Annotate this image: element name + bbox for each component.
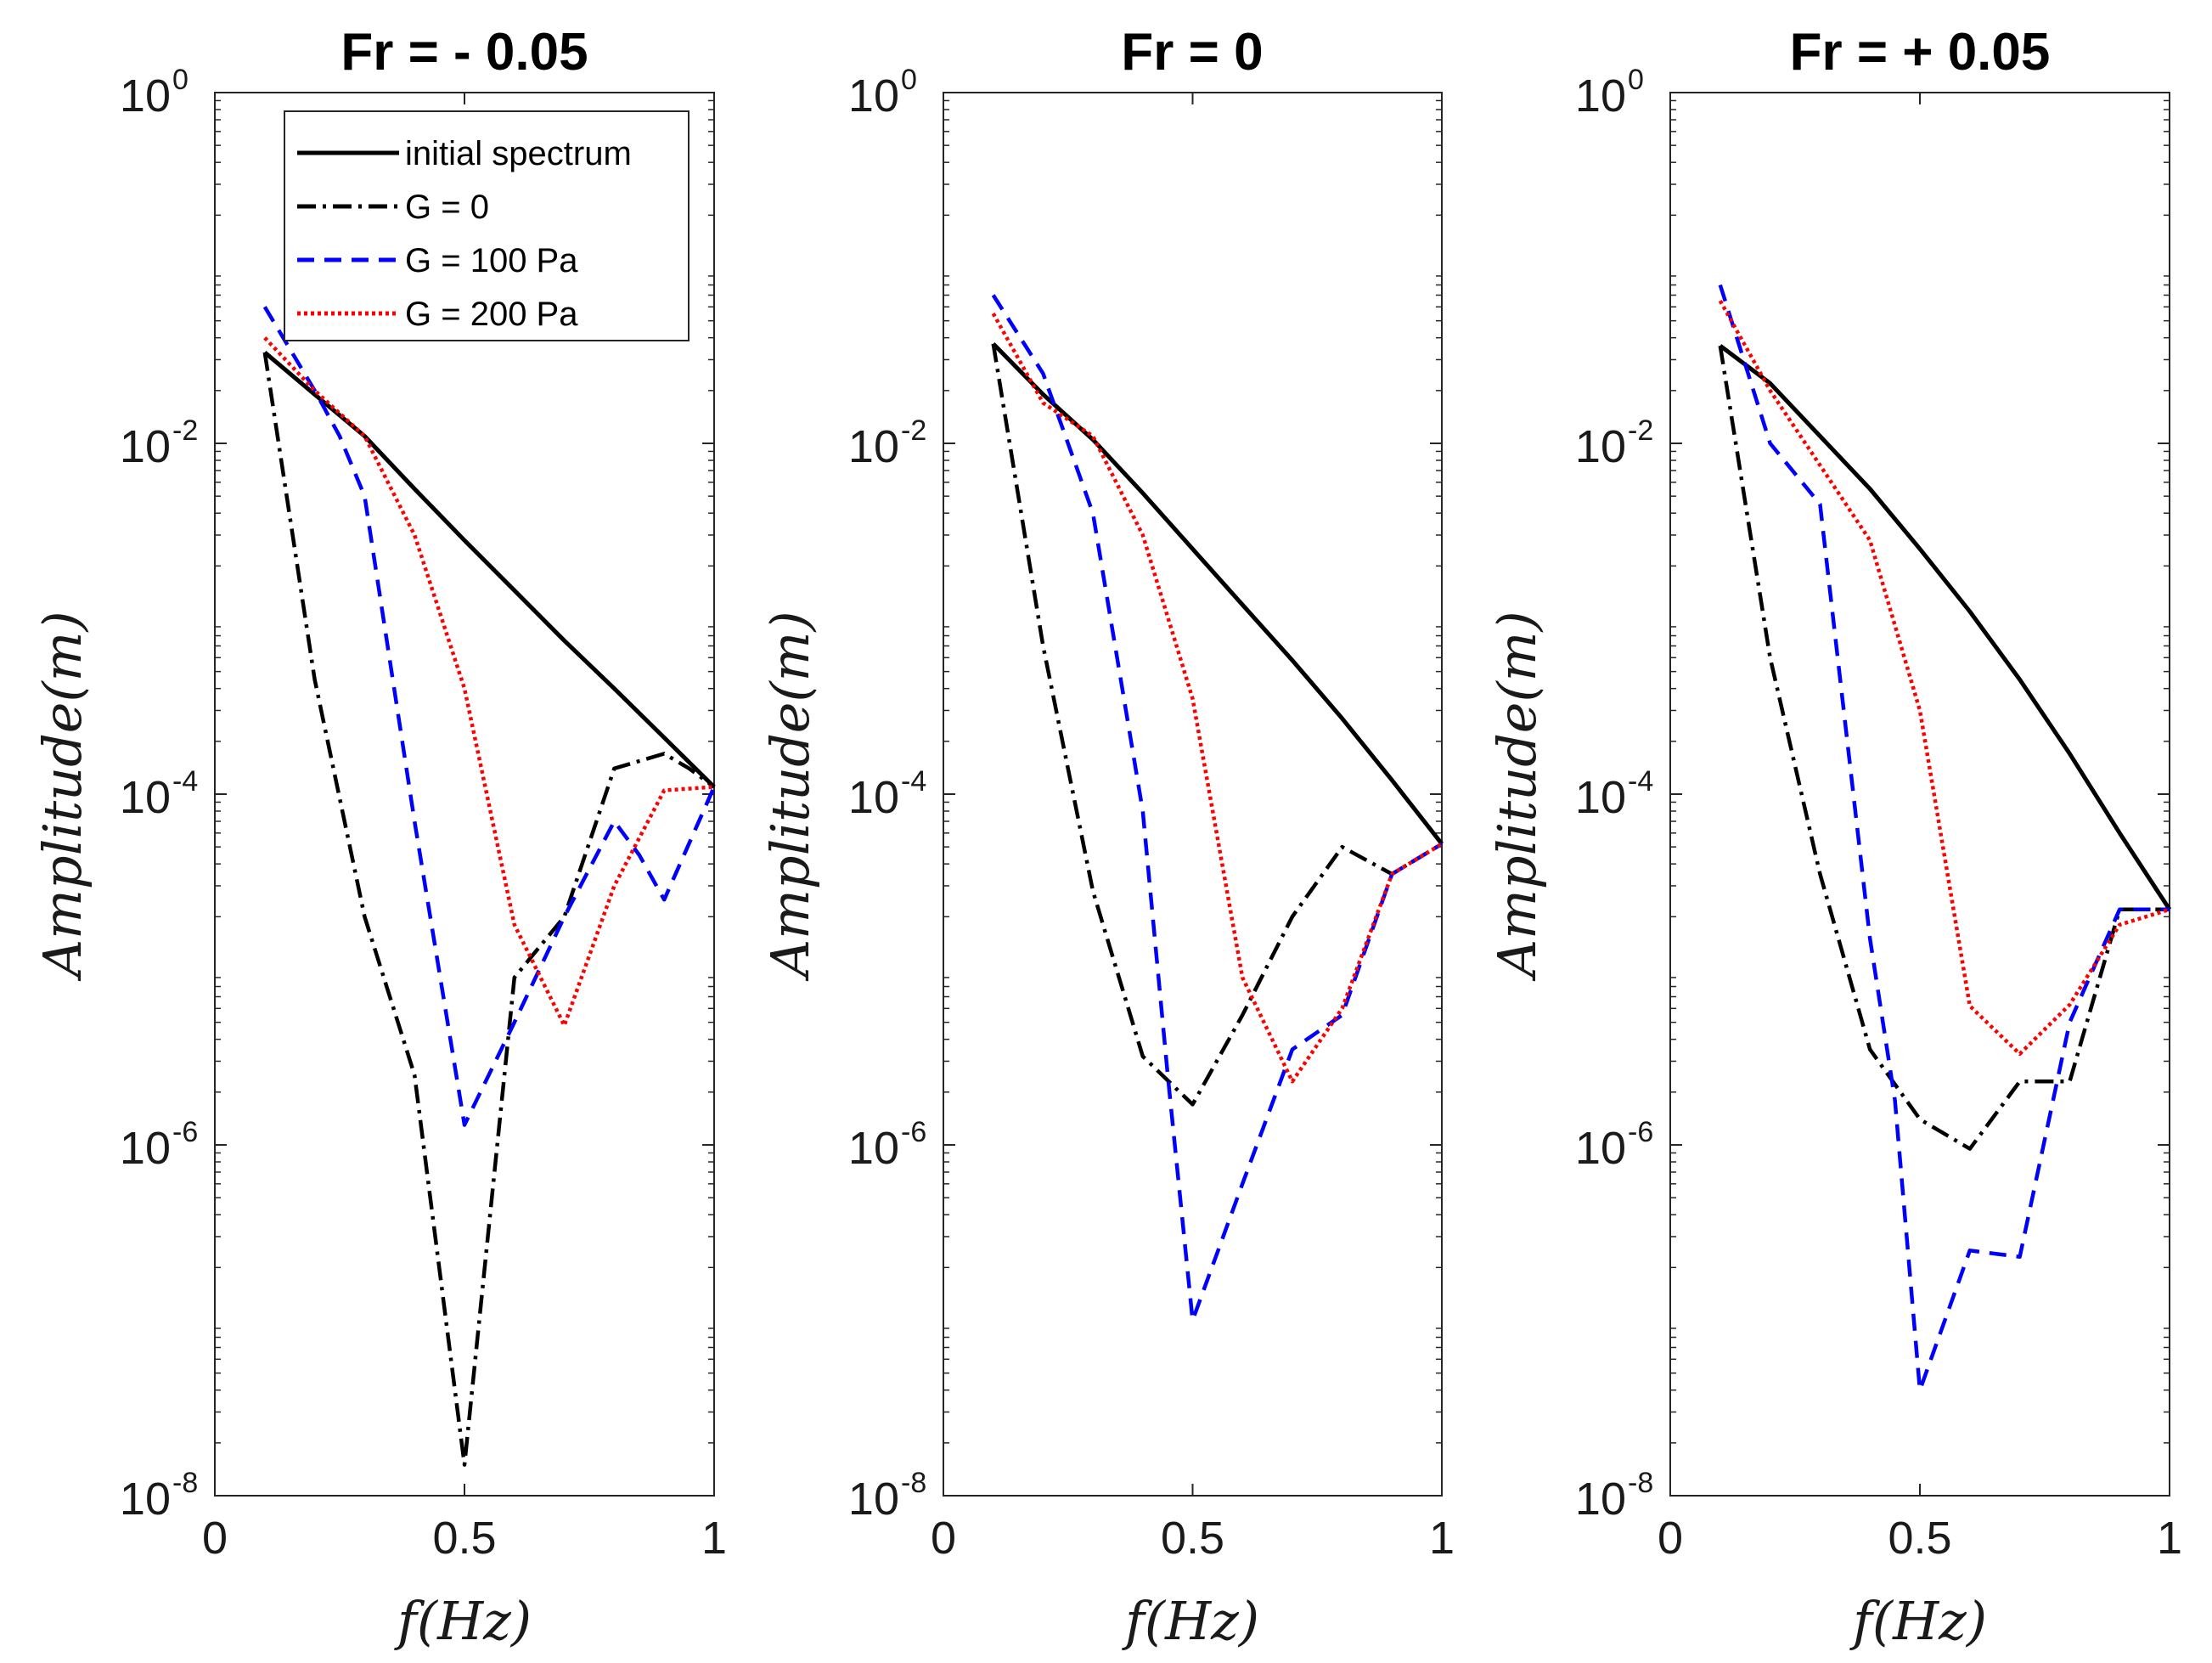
x-tick-label: 0	[1658, 1513, 1683, 1564]
series-group	[1718, 284, 2172, 1392]
y-tick-label: 10	[848, 1123, 899, 1174]
series-line-g-0	[991, 343, 1444, 1107]
y-tick-exponent: -6	[172, 1116, 198, 1148]
series-group	[262, 306, 717, 1467]
series-line-g-0	[262, 352, 716, 1467]
chart-title: Fr = 0	[1121, 23, 1263, 82]
x-tick-label: 1	[2157, 1513, 2182, 1564]
legend-label-g-0: G = 0	[405, 189, 489, 226]
chart-title: Fr = + 0.05	[1790, 23, 2051, 82]
y-tick-label: 10	[1575, 1123, 1626, 1174]
series-line-g-0	[1718, 345, 2170, 1151]
y-tick-exponent: -4	[172, 765, 198, 798]
y-tick-exponent: -2	[901, 414, 926, 447]
x-tick-label: 0	[202, 1513, 228, 1564]
legend-box	[284, 110, 689, 341]
series-line-initial-spectrum	[991, 341, 1444, 846]
y-tick-label: 10	[1575, 772, 1626, 823]
series-line-initial-spectrum	[263, 350, 716, 789]
y-tick-label: 10	[1575, 1474, 1626, 1525]
x-tick-labels: 0 0.5 1	[202, 1513, 727, 1564]
y-tick-label: 10	[120, 1123, 171, 1174]
y-tick-exponent: -8	[1628, 1467, 1653, 1499]
y-axis-label: Amplitude(m)	[759, 611, 821, 981]
series-line-g-200-pa	[991, 313, 1444, 1084]
legend-label-g-200: G = 200 Pa	[405, 296, 578, 333]
y-tick-exponent: 0	[172, 64, 189, 96]
x-tick-label: 0.5	[1161, 1513, 1224, 1564]
y-tick-label: 10	[1575, 421, 1626, 472]
x-tick-label: 0.5	[1888, 1513, 1951, 1564]
x-axis-label: f(Hz)	[1849, 1590, 1987, 1652]
x-axis-label: f(Hz)	[1122, 1590, 1259, 1652]
series-line-g-100-pa	[262, 306, 717, 1127]
y-tick-exponent: -6	[1628, 1116, 1653, 1148]
y-tick-label: 10	[1575, 70, 1626, 121]
y-tick-exponent: -8	[901, 1467, 926, 1499]
y-tick-label: 10	[120, 421, 171, 472]
y-tick-label: 10	[120, 772, 171, 823]
y-tick-exponent: -8	[172, 1467, 198, 1499]
y-tick-exponent: 0	[1628, 64, 1644, 96]
legend: initial spectrum G = 0 G = 100 Pa G = 20…	[284, 110, 689, 341]
y-tick-exponent: -4	[901, 765, 926, 798]
x-tick-labels: 0 0.5 1	[1658, 1513, 2182, 1564]
series-line-g-200-pa	[1718, 300, 2170, 1057]
series-line-g-100-pa	[1718, 284, 2170, 1392]
y-tick-label: 10	[848, 421, 899, 472]
y-tick-label: 10	[848, 1474, 899, 1525]
x-tick-label: 0.5	[432, 1513, 496, 1564]
y-tick-exponent: -2	[172, 414, 198, 447]
y-axis-label: Amplitude(m)	[1486, 611, 1548, 981]
y-tick-label: 10	[848, 70, 899, 121]
x-tick-labels: 0 0.5 1	[931, 1513, 1455, 1564]
series-group	[991, 294, 1444, 1322]
y-tick-label: 10	[120, 1474, 171, 1525]
legend-label-initial-spectrum: initial spectrum	[405, 135, 632, 172]
x-tick-label: 1	[1429, 1513, 1455, 1564]
y-tick-label: 10	[848, 772, 899, 823]
y-axis-label: Amplitude(m)	[31, 611, 93, 981]
y-tick-label: 10	[120, 70, 171, 121]
y-tick-exponent: -6	[901, 1116, 926, 1148]
x-tick-label: 0	[931, 1513, 956, 1564]
series-line-g-200-pa	[263, 336, 715, 1028]
series-line-initial-spectrum	[1719, 344, 2172, 911]
x-axis-label: f(Hz)	[394, 1590, 532, 1652]
chart-title: Fr = - 0.05	[341, 23, 588, 82]
tick-marks	[1669, 92, 2170, 1497]
legend-label-g-100: G = 100 Pa	[405, 242, 578, 279]
y-tick-exponent: 0	[901, 64, 917, 96]
y-tick-exponent: -2	[1628, 414, 1653, 447]
y-tick-exponent: -4	[1628, 765, 1653, 798]
x-tick-label: 1	[701, 1513, 727, 1564]
tick-marks	[943, 92, 1443, 1497]
